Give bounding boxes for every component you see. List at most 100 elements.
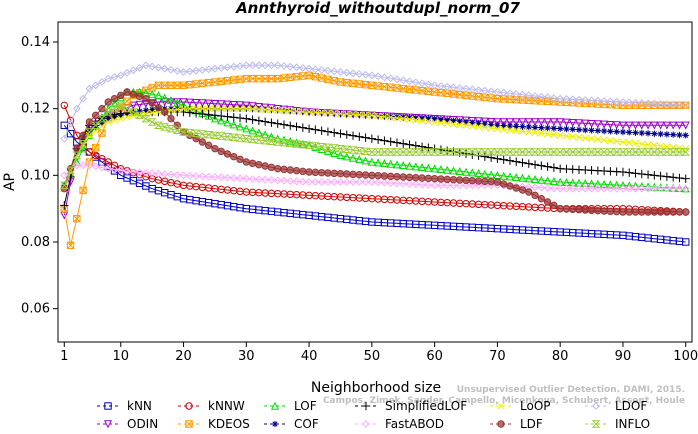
data-point xyxy=(367,71,376,80)
data-point xyxy=(104,118,112,126)
x-tick-label: 80 xyxy=(552,349,569,364)
data-point xyxy=(430,148,440,156)
data-point xyxy=(675,101,684,109)
data-point xyxy=(568,118,577,127)
data-point xyxy=(186,81,194,89)
data-point xyxy=(286,62,295,71)
data-point xyxy=(582,126,589,134)
data-point xyxy=(286,177,295,185)
legend-marker xyxy=(591,420,601,428)
legend-marker xyxy=(362,420,370,428)
data-point xyxy=(662,100,671,109)
data-point xyxy=(173,66,182,75)
data-point xyxy=(392,148,402,156)
data-point xyxy=(619,208,627,216)
data-point xyxy=(525,188,533,196)
data-point xyxy=(418,117,426,125)
data-point xyxy=(60,171,69,180)
data-point xyxy=(205,79,213,87)
data-point xyxy=(349,69,357,78)
data-point xyxy=(606,120,615,129)
data-point xyxy=(537,194,546,203)
data-point xyxy=(110,98,119,107)
data-point xyxy=(650,171,659,180)
data-point xyxy=(210,114,219,123)
data-point xyxy=(656,208,665,216)
data-point xyxy=(487,87,496,96)
data-point xyxy=(186,105,194,113)
data-point xyxy=(160,170,169,178)
data-point xyxy=(656,121,665,130)
data-point xyxy=(342,178,351,186)
data-point xyxy=(324,109,332,117)
chart-title: Annthyroid_withoutdupl_norm_07 xyxy=(235,0,520,17)
data-point xyxy=(104,74,113,83)
data-point xyxy=(299,167,307,176)
data-point xyxy=(311,73,319,81)
data-point xyxy=(669,208,677,216)
data-point xyxy=(242,114,251,123)
data-point xyxy=(91,81,100,90)
data-point xyxy=(393,172,401,181)
data-point xyxy=(506,182,514,190)
data-point xyxy=(135,100,144,109)
data-point xyxy=(329,128,339,137)
data-point xyxy=(638,129,645,137)
data-point xyxy=(681,184,690,193)
data-point xyxy=(223,63,232,72)
data-point xyxy=(537,161,546,170)
legend-item-INFLO: INFLO xyxy=(585,417,650,431)
data-point xyxy=(254,136,264,144)
data-point xyxy=(644,130,652,137)
data-point xyxy=(494,122,501,129)
data-point xyxy=(618,167,628,177)
data-point xyxy=(229,133,239,142)
data-point xyxy=(531,183,539,192)
legend-label: LOF xyxy=(294,399,317,413)
data-point xyxy=(399,161,408,170)
data-point xyxy=(468,122,476,130)
data-point xyxy=(355,70,364,78)
data-point xyxy=(116,71,125,80)
data-point xyxy=(468,176,476,185)
data-point xyxy=(669,121,678,130)
data-point xyxy=(72,151,82,160)
data-point xyxy=(619,128,627,136)
data-point xyxy=(242,158,251,166)
data-point xyxy=(437,119,445,127)
data-point xyxy=(380,148,389,156)
x-tick-label: 50 xyxy=(364,349,381,364)
x-axis-ticks: 1 10 20 30 40 50 60 70 80 90 100 xyxy=(60,342,698,364)
data-point xyxy=(430,174,439,183)
data-point xyxy=(599,148,609,156)
data-point xyxy=(154,103,163,112)
data-point xyxy=(242,124,251,133)
series-layer xyxy=(59,61,691,250)
data-point xyxy=(531,129,539,137)
data-point xyxy=(619,138,627,146)
data-point xyxy=(110,104,119,113)
data-point xyxy=(91,143,100,152)
data-point xyxy=(387,83,395,91)
data-point xyxy=(449,83,458,92)
data-point xyxy=(543,148,553,156)
data-point xyxy=(442,148,452,156)
legend-item-kNNW: kNNW xyxy=(178,399,245,413)
data-point xyxy=(298,140,308,149)
data-point xyxy=(487,170,496,179)
data-point xyxy=(493,118,502,127)
data-point xyxy=(204,99,213,108)
data-point xyxy=(255,75,263,83)
data-point xyxy=(505,156,515,165)
data-point xyxy=(261,75,269,83)
data-point xyxy=(343,79,351,87)
data-point xyxy=(141,61,150,70)
data-point xyxy=(368,81,376,89)
legend-marker xyxy=(185,420,193,428)
data-point xyxy=(85,161,94,170)
data-point xyxy=(343,170,351,178)
data-point xyxy=(167,65,175,74)
data-point xyxy=(669,184,678,193)
data-point xyxy=(511,148,521,156)
data-point xyxy=(418,87,426,95)
